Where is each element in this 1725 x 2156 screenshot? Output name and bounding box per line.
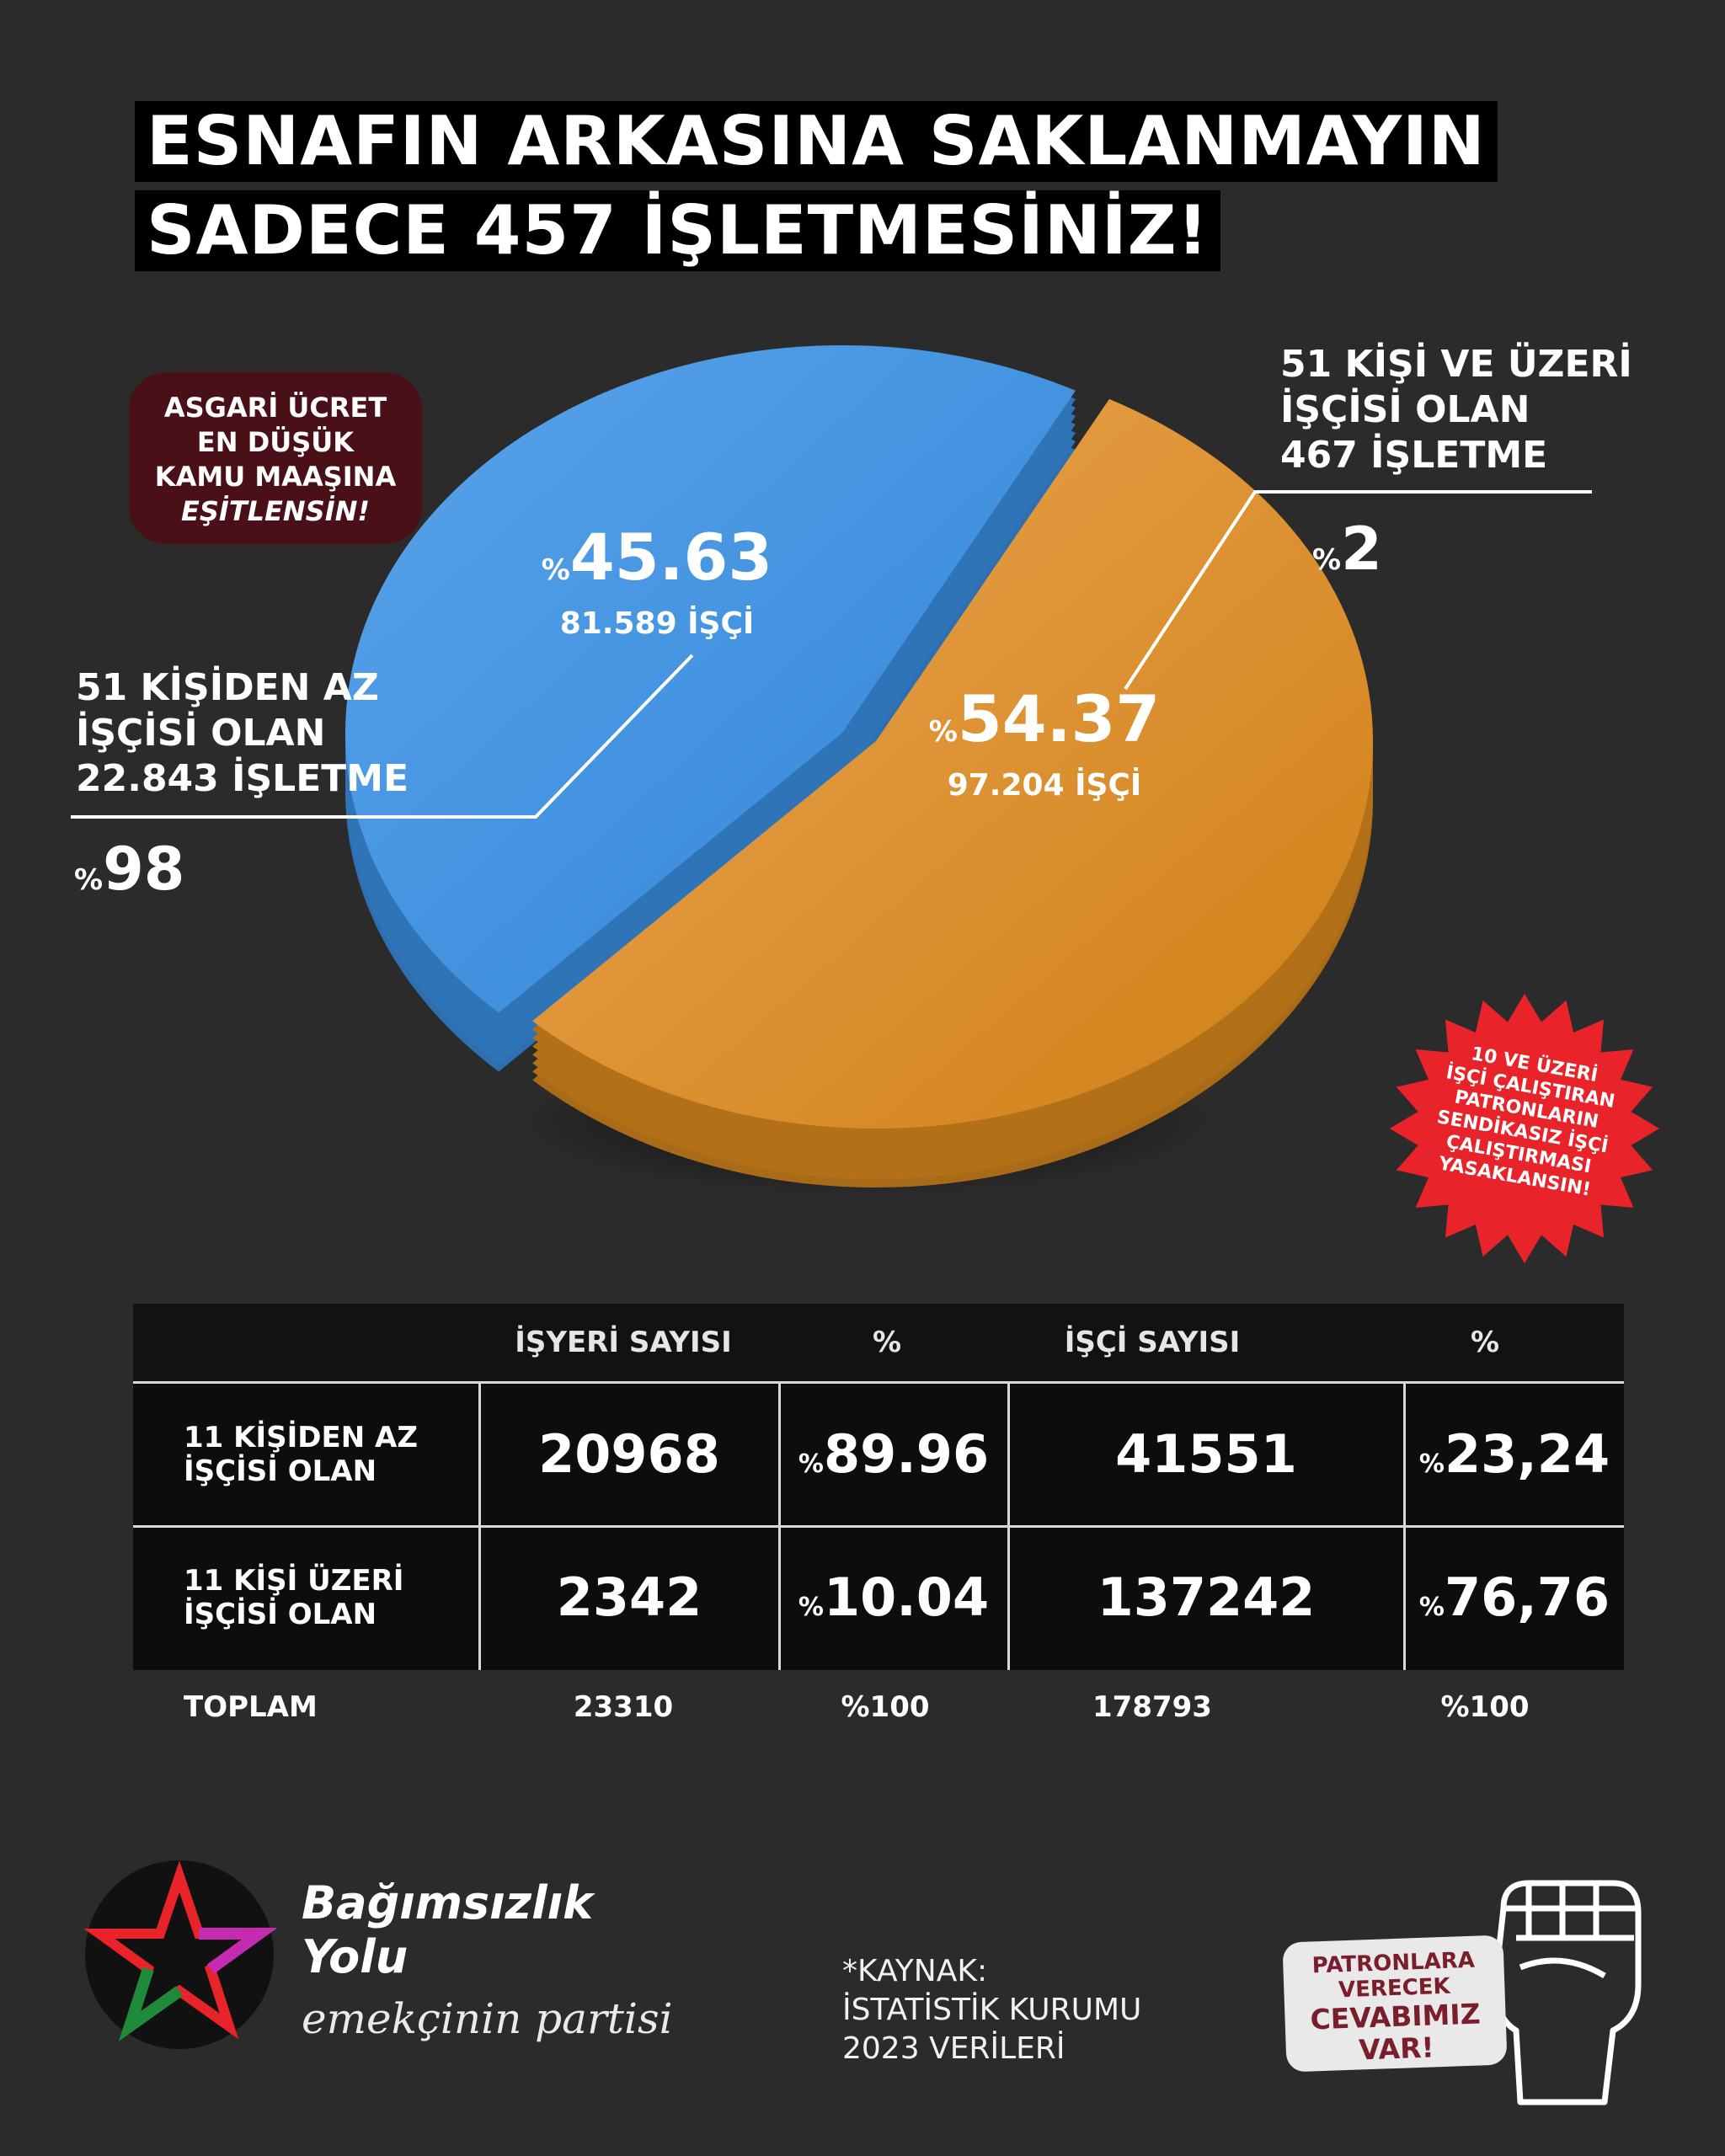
callout-large-business: 51 KİŞİ VE ÜZERİ İŞÇİSİ OLAN 467 İŞLETME xyxy=(1280,342,1632,478)
pct-symbol: % xyxy=(1418,1449,1445,1479)
source-line: İSTATİSTİK KURUMU xyxy=(842,1993,1142,2027)
table-header: İŞYERİ SAYISI % İŞÇİ SAYISI % xyxy=(133,1304,1624,1384)
callout-line: İŞÇİSİ OLAN xyxy=(76,712,326,755)
callout-line: 51 KİŞİDEN AZ xyxy=(76,666,379,709)
source-line: *KAYNAK: xyxy=(842,1954,988,1988)
row-label-line: İŞÇİSİ OLAN xyxy=(184,1454,377,1488)
brand-name: Bağımsızlık Yolu xyxy=(302,1876,593,1984)
pie-chart xyxy=(71,345,1592,1196)
callout-large-pct: %2 xyxy=(1312,515,1382,594)
pct-value: 2 xyxy=(1341,515,1382,584)
title-line-2: SADECE 457 İŞLETMESİNİZ! xyxy=(135,190,1221,271)
pct-symbol: % xyxy=(1312,543,1342,577)
cell-worker-pct: %76,76 xyxy=(1405,1566,1624,1640)
brand-line: Bağımsızlık xyxy=(302,1876,594,1929)
callout-line: İŞÇİSİ OLAN xyxy=(1280,388,1530,431)
pct-symbol: % xyxy=(798,1449,824,1479)
pie-slice-top xyxy=(532,398,1374,1129)
row-label: 11 KİŞİ ÜZERİ İŞÇİSİ OLAN xyxy=(184,1564,403,1631)
callout-small-pct: %98 xyxy=(74,835,185,914)
data-table: İŞYERİ SAYISI % İŞÇİ SAYISI % 11 KİŞİDEN… xyxy=(133,1304,1624,1737)
row-label-line: 11 KİŞİ ÜZERİ xyxy=(184,1564,404,1598)
badge-line: KAMU MAAŞINA xyxy=(154,461,397,493)
pct-value: 98 xyxy=(103,835,185,904)
table-row: 11 KİŞİ ÜZERİ İŞÇİSİ OLAN 2342 %10.04 13… xyxy=(133,1527,1624,1668)
cell-business-pct: %89.96 xyxy=(780,1422,1007,1497)
pct-symbol: % xyxy=(798,1593,824,1622)
cell-worker-count: 41551 xyxy=(1115,1423,1297,1485)
header-worker-count: İŞÇİ SAYISI xyxy=(1064,1326,1241,1359)
header-business-count: İŞYERİ SAYISI xyxy=(515,1326,732,1359)
slice-sub-label: 81.589 İŞÇİ xyxy=(559,606,755,641)
cell-business-pct: %10.04 xyxy=(780,1566,1007,1640)
pie-slice xyxy=(345,345,1076,1072)
pct-symbol: % xyxy=(541,553,570,587)
table-total-row: TOPLAM 23310 %100 178793 %100 xyxy=(133,1670,1624,1737)
pct-value: 10.04 xyxy=(823,1566,990,1628)
star-accent-magenta xyxy=(199,1928,276,1974)
callout-line: 51 KİŞİ VE ÜZERİ xyxy=(1280,343,1632,386)
cell-business-count: 20968 xyxy=(538,1423,720,1485)
star-accent-green xyxy=(118,1967,184,2041)
burst-badge-icon xyxy=(1390,994,1659,1263)
pct-value: 23,24 xyxy=(1444,1423,1610,1485)
minimum-wage-badge: ASGARİ ÜCRET EN DÜŞÜK KAMU MAAŞINA EŞİTL… xyxy=(129,372,422,544)
callout-line: 467 İŞLETME xyxy=(1280,434,1548,477)
leader-line-small xyxy=(71,654,694,819)
header-worker-pct: % xyxy=(1470,1326,1500,1359)
total-label: TOPLAM xyxy=(184,1690,318,1724)
pct-symbol: % xyxy=(74,863,104,897)
header-business-pct: % xyxy=(872,1326,902,1359)
pct-value: 76,76 xyxy=(1444,1566,1610,1628)
row-label-line: 11 KİŞİDEN AZ xyxy=(184,1421,418,1454)
leader-line-large xyxy=(1124,490,1592,691)
pie-slice-top xyxy=(345,345,1076,1013)
cell-worker-pct: %23,24 xyxy=(1405,1422,1624,1497)
cell-business-count: 2342 xyxy=(556,1566,702,1628)
pct-value: 89.96 xyxy=(823,1423,990,1485)
party-logo xyxy=(83,1860,276,2049)
total-worker-pct: %100 xyxy=(1440,1690,1530,1724)
slice-sub-label: 97.204 İŞÇİ xyxy=(947,768,1142,803)
callout-small-business: 51 KİŞİDEN AZ İŞÇİSİ OLAN 22.843 İŞLETME xyxy=(76,665,409,802)
source-line: 2023 VERİLERİ xyxy=(842,2031,1065,2066)
callout-line: 22.843 İŞLETME xyxy=(76,757,409,800)
page-title: ESNAFIN ARKASINA SAKLANMAYIN SADECE 457 … xyxy=(135,101,1498,280)
total-business-count: 23310 xyxy=(573,1690,674,1724)
slice-label-blue: %45.63 81.589 İŞÇİ xyxy=(522,522,792,643)
pie-slices xyxy=(345,345,1374,1188)
brand-line: Yolu xyxy=(302,1930,409,1983)
badge-line: EN DÜŞÜK xyxy=(196,426,355,458)
brand-slogan: emekçinin partisi xyxy=(302,1994,673,2043)
slice-label-orange: %54.37 97.204 İŞÇİ xyxy=(910,684,1179,804)
total-worker-count: 178793 xyxy=(1092,1690,1212,1724)
title-line-1: ESNAFIN ARKASINA SAKLANMAYIN xyxy=(135,101,1498,182)
row-label-line: İŞÇİSİ OLAN xyxy=(184,1598,377,1631)
total-business-pct: %100 xyxy=(841,1690,930,1724)
source-note: *KAYNAK: İSTATİSTİK KURUMU 2023 VERİLERİ xyxy=(842,1952,1141,2068)
badge-line: ASGARİ ÜCRET xyxy=(163,392,387,424)
pct-symbol: % xyxy=(928,715,958,749)
row-label: 11 KİŞİDEN AZ İŞÇİSİ OLAN xyxy=(184,1421,418,1488)
slice-value: 45.63 xyxy=(569,520,773,595)
pct-symbol: % xyxy=(1418,1593,1445,1622)
badge-line: EŞİTLENSİN! xyxy=(181,495,370,527)
cell-worker-count: 137242 xyxy=(1097,1566,1316,1628)
patronlara-sticker: PATRONLARA VERECEK CEVABIMIZ VAR! xyxy=(1282,1935,1508,2073)
table-body: 11 KİŞİDEN AZ İŞÇİSİ OLAN 20968 %89.96 4… xyxy=(133,1384,1624,1670)
slice-value: 54.37 xyxy=(957,681,1161,756)
table-row: 11 KİŞİDEN AZ İŞÇİSİ OLAN 20968 %89.96 4… xyxy=(133,1384,1624,1528)
